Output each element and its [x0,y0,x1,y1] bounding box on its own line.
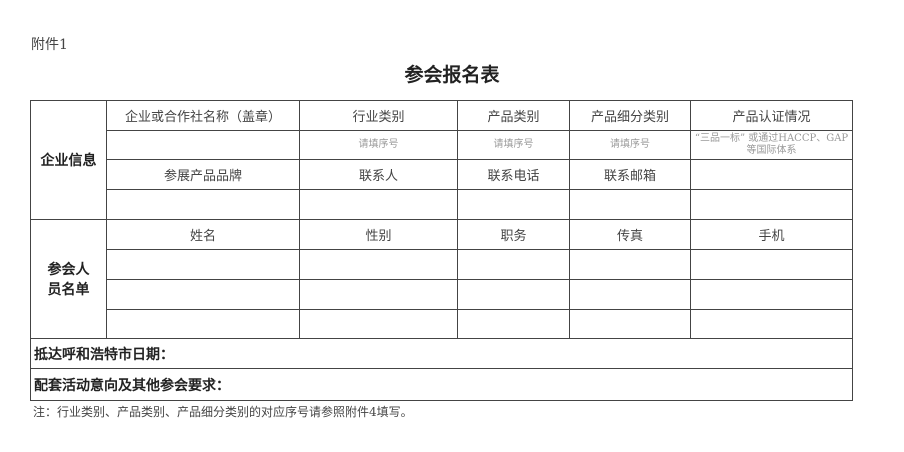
header-product-category: 产品类别 [457,100,570,131]
header-position: 职务 [457,219,570,250]
certification-field[interactable]: “三品一标” 或通过HACCP、GAP等国际体系 [690,130,853,160]
header-fax: 传真 [569,219,691,250]
name-field[interactable] [106,249,300,280]
attendee-row [31,279,853,310]
attendee-row [31,309,853,339]
industry-field[interactable]: 请填序号 [299,130,458,160]
name-field[interactable] [106,279,300,310]
form-title: 参会报名表 [404,64,500,86]
footnote: 注：行业类别、产品类别、产品细分类别的对应序号请参照附件4填写。 [33,405,413,419]
mobile-field[interactable] [690,249,853,280]
product-subcategory-field[interactable]: 请填序号 [569,130,691,160]
attendee-row [31,249,853,280]
mobile-field[interactable] [690,279,853,310]
header-company-name: 企业或合作社名称（盖章） [106,100,300,131]
attachment-label: 附件1 [31,37,68,53]
gender-field[interactable] [299,249,458,280]
other-requirements-field[interactable]: 配套活动意向及其他参会要求： [30,368,853,401]
position-field[interactable] [457,249,570,280]
gender-field[interactable] [299,309,458,339]
header-phone: 联系电话 [457,159,570,190]
product-category-field[interactable]: 请填序号 [457,130,570,160]
header-product-subcategory: 产品细分类别 [569,100,691,131]
fax-field[interactable] [569,279,691,310]
name-field[interactable] [106,309,300,339]
header-gender: 性别 [299,219,458,250]
registration-table: 企业信息 企业或合作社名称（盖章） 行业类别 产品类别 产品细分类别 产品认证情… [30,100,853,401]
header-contact: 联系人 [299,159,458,190]
empty-cell[interactable] [690,159,853,190]
arrival-date-field[interactable]: 抵达呼和浩特市日期： [30,338,853,369]
contact-field[interactable] [299,189,458,220]
attendees-label: 参会人员名单 [30,219,107,339]
fax-field[interactable] [569,309,691,339]
header-brand: 参展产品品牌 [106,159,300,190]
mobile-field[interactable] [690,309,853,339]
company-name-field[interactable] [106,130,300,160]
header-mobile: 手机 [690,219,853,250]
empty-cell[interactable] [690,189,853,220]
company-info-label: 企业信息 [30,100,107,220]
phone-field[interactable] [457,189,570,220]
brand-field[interactable] [106,189,300,220]
fax-field[interactable] [569,249,691,280]
header-email: 联系邮箱 [569,159,691,190]
header-certification: 产品认证情况 [690,100,853,131]
position-field[interactable] [457,279,570,310]
gender-field[interactable] [299,279,458,310]
header-industry: 行业类别 [299,100,458,131]
email-field[interactable] [569,189,691,220]
header-name: 姓名 [106,219,300,250]
position-field[interactable] [457,309,570,339]
